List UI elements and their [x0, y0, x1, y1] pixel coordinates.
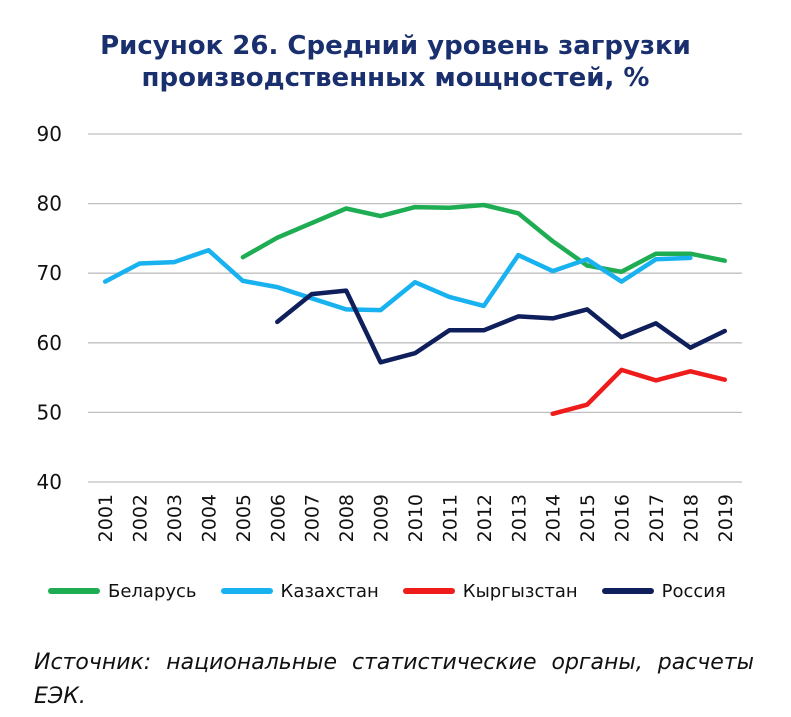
- legend-item-kyrgyzstan: Кыргызстан: [402, 580, 578, 602]
- legend-swatch-belarus: [48, 588, 100, 594]
- x-tick-label-2009: 2009: [371, 494, 393, 542]
- y-axis-tick-labels: 40 50 60 70 80 90: [37, 122, 62, 494]
- x-tick-label-2015: 2015: [577, 494, 599, 542]
- legend-item-belarus: Беларусь: [48, 581, 197, 602]
- chart-title: Рисунок 26. Средний уровень загрузки про…: [0, 30, 791, 94]
- x-tick-label-2019: 2019: [715, 494, 737, 542]
- legend-swatch-russia: [601, 588, 654, 594]
- legend-item-russia: Россия: [601, 580, 726, 602]
- x-tick-label-2013: 2013: [508, 494, 530, 542]
- y-tick-label-70: 70: [37, 261, 62, 285]
- source-note: Источник: национальные статистические ор…: [34, 650, 754, 709]
- x-tick-label-2006: 2006: [267, 494, 289, 542]
- legend-label-belarus: Беларусь: [108, 580, 197, 602]
- chart-title-line-2: производственных мощностей, %: [141, 63, 650, 93]
- x-tick-label-2010: 2010: [405, 494, 427, 542]
- x-tick-label-2007: 2007: [302, 494, 324, 542]
- x-tick-label-2005: 2005: [233, 494, 255, 542]
- x-tick-label-2018: 2018: [680, 494, 702, 542]
- x-tick-label-2012: 2012: [474, 494, 496, 542]
- legend-label-russia: Россия: [661, 580, 726, 602]
- series-line-belarus: [240, 202, 728, 275]
- y-tick-label-40: 40: [37, 470, 62, 494]
- legend-item-kazakhstan: Казахстан: [220, 580, 379, 602]
- series-lines: [102, 202, 728, 417]
- x-tick-label-2017: 2017: [646, 494, 668, 542]
- legend-label-kazakhstan: Казахстан: [280, 580, 379, 602]
- x-axis-tick-labels: 2001 2002 2003 2004 2005 2006 2007 2008 2009 2010…: [95, 494, 737, 542]
- series-line-russia: [275, 288, 728, 365]
- legend: Беларусь Казахстан Кыргызстан Россия: [48, 576, 768, 606]
- series-line-kazakhstan: [102, 247, 693, 313]
- series-line-kyrgyzstan: [550, 367, 728, 417]
- y-tick-label-90: 90: [37, 122, 62, 146]
- legend-label-kyrgyzstan: Кыргызстан: [462, 580, 578, 602]
- legend-swatch-kazakhstan: [220, 588, 273, 594]
- x-tick-label-2008: 2008: [336, 494, 358, 542]
- legend-swatch-kyrgyzstan: [402, 588, 455, 594]
- x-tick-label-2016: 2016: [612, 494, 634, 542]
- gridlines: [88, 133, 742, 483]
- x-tick-label-2001: 2001: [95, 494, 117, 542]
- x-tick-label-2014: 2014: [543, 494, 565, 542]
- x-tick-label-2004: 2004: [198, 494, 220, 542]
- y-tick-label-60: 60: [37, 331, 62, 355]
- y-tick-label-50: 50: [37, 400, 62, 424]
- y-tick-label-80: 80: [37, 192, 62, 216]
- x-tick-label-2011: 2011: [439, 494, 461, 542]
- x-tick-label-2002: 2002: [130, 494, 152, 542]
- chart-title-line-1: Рисунок 26. Средний уровень загрузки: [100, 31, 691, 61]
- x-tick-label-2003: 2003: [164, 494, 186, 542]
